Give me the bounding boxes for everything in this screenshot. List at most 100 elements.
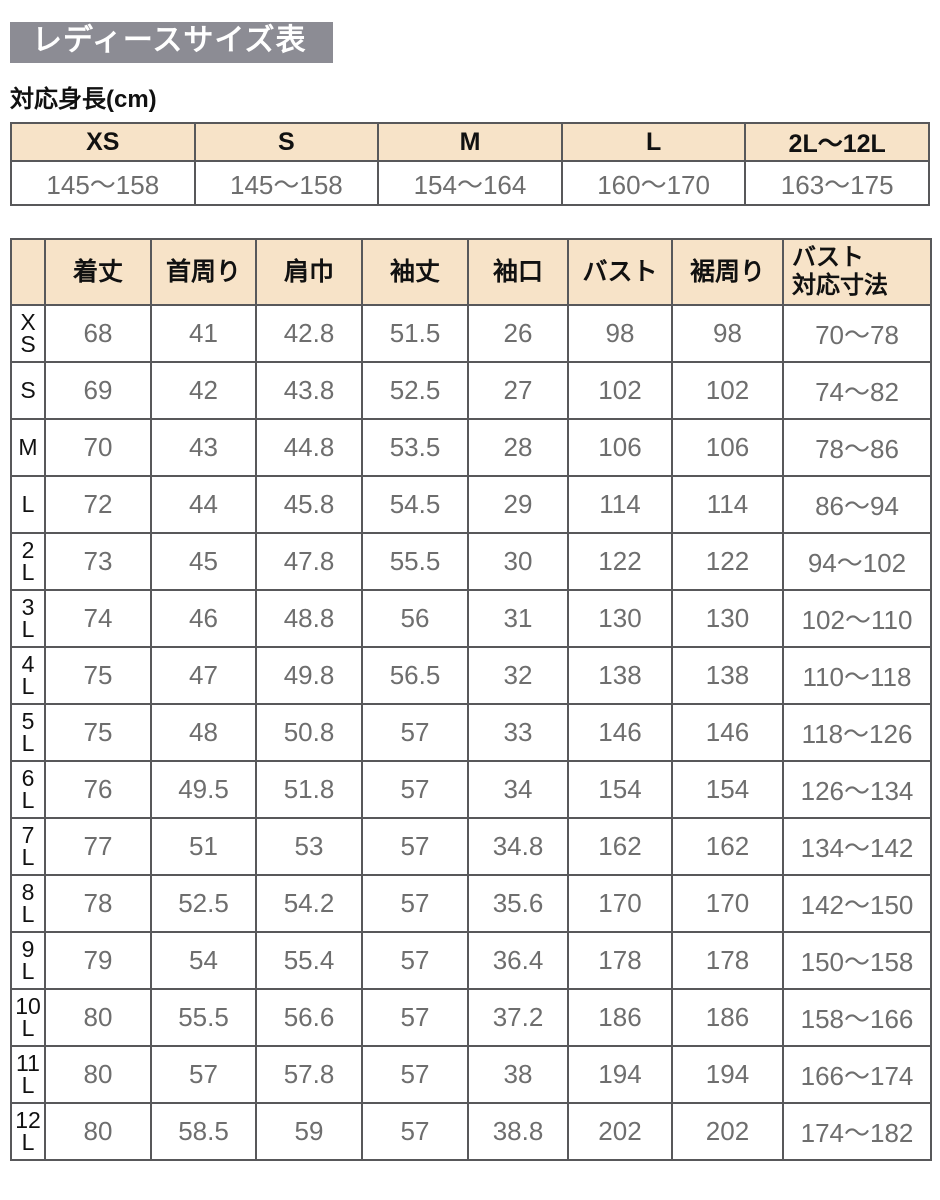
measurement-cell: 57	[361, 760, 469, 819]
measurement-cell: 29	[467, 475, 569, 534]
height-table-value-row: 145～158 145～158 154～164 160～170 163～175	[10, 160, 930, 206]
size-row-6l: 6 L 76 49.5 51.8 57 34 154 154 126～134	[10, 760, 932, 819]
size-label: 2 L	[10, 532, 46, 591]
measurement-cell: 130	[671, 589, 784, 648]
size-row-11l: 11 L 80 57 57.8 57 38 194 194 166～174	[10, 1045, 932, 1104]
measurements-header-row: 着丈 首周り 肩巾 袖丈 袖口 バスト 裾周り バスト 対応寸法	[10, 238, 932, 306]
measurement-cell: 80	[44, 1102, 152, 1161]
size-label: 9 L	[10, 931, 46, 990]
measurement-cell: 138	[567, 646, 673, 705]
measurement-cell: 134～142	[782, 817, 932, 876]
measurement-cell: 50.8	[255, 703, 363, 762]
measurement-cell: 194	[671, 1045, 784, 1104]
measurement-cell: 114	[671, 475, 784, 534]
measurement-cell: 43.8	[255, 361, 363, 420]
measurement-cell: 45	[150, 532, 257, 591]
height-range-cell: 145～158	[193, 160, 380, 206]
measurement-cell: 45.8	[255, 475, 363, 534]
measurement-header: 袖口	[467, 238, 569, 306]
measurement-cell: 80	[44, 1045, 152, 1104]
measurement-cell: 57	[361, 703, 469, 762]
measurement-cell: 56	[361, 589, 469, 648]
measurement-cell: 48.8	[255, 589, 363, 648]
measurement-cell: 202	[671, 1102, 784, 1161]
measurement-cell: 170	[671, 874, 784, 933]
measurement-cell: 102	[567, 361, 673, 420]
measurement-cell: 78～86	[782, 418, 932, 477]
measurement-cell: 34.8	[467, 817, 569, 876]
measurement-cell: 73	[44, 532, 152, 591]
measurement-cell: 52.5	[361, 361, 469, 420]
measurement-cell: 38	[467, 1045, 569, 1104]
height-range-cell: 145～158	[10, 160, 196, 206]
measurement-cell: 146	[567, 703, 673, 762]
measurement-cell: 43	[150, 418, 257, 477]
measurement-cell: 202	[567, 1102, 673, 1161]
measurement-header: 着丈	[44, 238, 152, 306]
size-row-4l: 4 L 75 47 49.8 56.5 32 138 138 110～118	[10, 646, 932, 705]
height-size-header: XS	[10, 122, 196, 162]
measurement-cell: 166～174	[782, 1045, 932, 1104]
measurement-cell: 174～182	[782, 1102, 932, 1161]
size-label: 3 L	[10, 589, 46, 648]
measurement-cell: 34	[467, 760, 569, 819]
measurement-cell: 122	[567, 532, 673, 591]
measurement-cell: 32	[467, 646, 569, 705]
measurement-cell: 186	[567, 988, 673, 1047]
size-label: 11 L	[10, 1045, 46, 1104]
measurement-cell: 57.8	[255, 1045, 363, 1104]
height-range-cell: 163～175	[744, 160, 930, 206]
measurement-cell: 30	[467, 532, 569, 591]
size-row-7l: 7 L 77 51 53 57 34.8 162 162 134～142	[10, 817, 932, 876]
measurement-cell: 46	[150, 589, 257, 648]
measurement-cell: 106	[567, 418, 673, 477]
measurement-cell: 49.8	[255, 646, 363, 705]
size-row-5l: 5 L 75 48 50.8 57 33 146 146 118～126	[10, 703, 932, 762]
measurement-cell: 74～82	[782, 361, 932, 420]
measurement-cell: 162	[567, 817, 673, 876]
measurement-cell: 54.5	[361, 475, 469, 534]
measurement-cell: 102～110	[782, 589, 932, 648]
corner-cell	[10, 238, 46, 306]
height-size-header: M	[377, 122, 563, 162]
measurement-cell: 49.5	[150, 760, 257, 819]
size-label: 6 L	[10, 760, 46, 819]
size-row-12l: 12 L 80 58.5 59 57 38.8 202 202 174～182	[10, 1102, 932, 1161]
size-label: L	[10, 475, 46, 534]
measurement-cell: 55.4	[255, 931, 363, 990]
size-label: X S	[10, 304, 46, 363]
size-row-2l: 2 L 73 45 47.8 55.5 30 122 122 94～102	[10, 532, 932, 591]
measurement-cell: 186	[671, 988, 784, 1047]
height-size-header: L	[560, 122, 747, 162]
height-range-cell: 160～170	[560, 160, 747, 206]
measurement-header: 裾周り	[671, 238, 784, 306]
measurement-cell: 27	[467, 361, 569, 420]
size-label: 8 L	[10, 874, 46, 933]
measurement-cell: 57	[150, 1045, 257, 1104]
measurement-cell: 59	[255, 1102, 363, 1161]
measurement-cell: 122	[671, 532, 784, 591]
size-label: 4 L	[10, 646, 46, 705]
measurement-cell: 55.5	[150, 988, 257, 1047]
measurement-cell: 142～150	[782, 874, 932, 933]
measurement-cell: 74	[44, 589, 152, 648]
measurement-cell: 110～118	[782, 646, 932, 705]
measurement-cell: 114	[567, 475, 673, 534]
measurement-cell: 69	[44, 361, 152, 420]
measurements-table: 着丈 首周り 肩巾 袖丈 袖口 バスト 裾周り バスト 対応寸法 X S 68 41 42.8 51.…	[10, 238, 932, 1161]
size-label: 7 L	[10, 817, 46, 876]
measurement-cell: 102	[671, 361, 784, 420]
measurement-cell: 57	[361, 931, 469, 990]
measurement-cell: 57	[361, 817, 469, 876]
measurement-cell: 42	[150, 361, 257, 420]
measurement-cell: 53	[255, 817, 363, 876]
measurement-cell: 75	[44, 646, 152, 705]
height-size-header: 2L～12L	[744, 122, 930, 162]
measurement-cell: 170	[567, 874, 673, 933]
size-label: 5 L	[10, 703, 46, 762]
size-row-3l: 3 L 74 46 48.8 56 31 130 130 102～110	[10, 589, 932, 648]
measurement-cell: 57	[361, 988, 469, 1047]
measurement-cell: 94～102	[782, 532, 932, 591]
measurement-cell: 150～158	[782, 931, 932, 990]
